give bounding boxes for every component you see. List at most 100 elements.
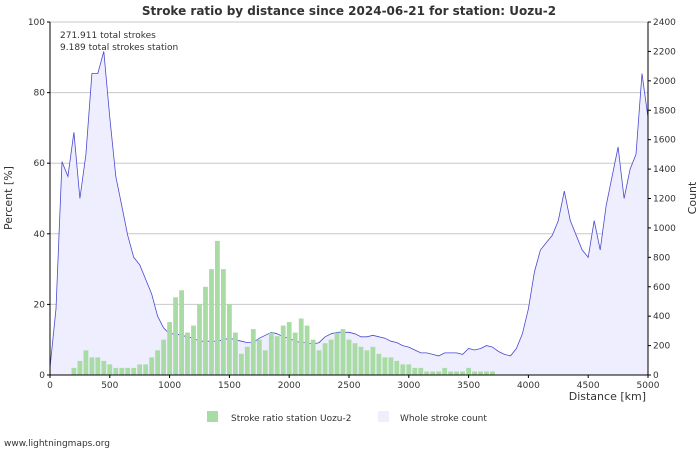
y-right-tick-label-400: 400 — [653, 312, 670, 322]
ratio-bar-3150 — [424, 371, 430, 375]
tick-labels: 0 500 1000 1500 2000 2500 3000 3500 4000 4500 5000… — [28, 18, 676, 391]
x-tick-label-500: 500 — [101, 381, 118, 391]
whole-stroke-count-area — [50, 51, 648, 376]
ratio-bar-550 — [113, 367, 119, 375]
y-right-tick-label-200: 200 — [653, 342, 670, 352]
x-axis-label: Distance [km] — [569, 390, 646, 403]
ratio-bar-600 — [119, 367, 125, 375]
x-tick-label-2500: 2500 — [338, 381, 361, 391]
y-right-tick-label-1200: 1200 — [653, 195, 676, 205]
x-tick-label-4500: 4500 — [577, 381, 600, 391]
ratio-bar-2800 — [382, 357, 388, 375]
ratio-bar-1900 — [274, 336, 280, 375]
legend-swatch-whole-count — [378, 411, 389, 422]
x-tick-label-1500: 1500 — [218, 381, 241, 391]
x-tick-label-3500: 3500 — [457, 381, 480, 391]
x-tick-label-1000: 1000 — [158, 381, 181, 391]
ratio-bar-3250 — [436, 371, 442, 375]
y-right-tick-label-0: 0 — [653, 371, 659, 381]
stroke-ratio-series — [71, 240, 495, 376]
ratio-bar-850 — [149, 357, 155, 375]
ratio-bar-2050 — [292, 332, 298, 375]
ratio-bar-1550 — [233, 332, 238, 375]
y-left-tick-label-40: 40 — [34, 230, 46, 240]
whole-stroke-count-series — [49, 51, 649, 376]
ratio-bar-3300 — [442, 367, 448, 375]
y-right-tick-label-600: 600 — [653, 283, 670, 293]
ratio-bar-3100 — [418, 367, 424, 375]
ratio-bar-1350 — [209, 269, 214, 375]
y-right-tick-label-1600: 1600 — [653, 136, 676, 146]
ratio-bar-2450 — [340, 329, 346, 375]
ratio-bar-3350 — [448, 371, 454, 375]
ratio-bar-2900 — [394, 360, 400, 375]
ratio-bar-450 — [101, 360, 107, 375]
ratio-bar-3400 — [454, 371, 459, 375]
x-tick-label-5000: 5000 — [637, 381, 660, 391]
y-right-tick-label-800: 800 — [653, 253, 670, 263]
ratio-bar-2850 — [388, 357, 394, 375]
ratio-bar-1700 — [250, 329, 256, 375]
ratio-bar-2250 — [316, 350, 322, 375]
ratio-bar-2200 — [310, 339, 316, 375]
ratio-bar-3650 — [484, 371, 489, 375]
ratio-bar-1500 — [227, 304, 232, 375]
ratio-bar-1250 — [197, 304, 202, 375]
ratio-bar-2750 — [376, 353, 382, 375]
ratio-bar-1050 — [173, 297, 178, 375]
y-right-tick-label-1800: 1800 — [653, 106, 676, 116]
ratio-bar-1000 — [167, 322, 172, 375]
ratio-bar-1150 — [185, 332, 190, 375]
ratio-bar-1450 — [221, 269, 226, 375]
legend-label-whole-count: Whole stroke count — [400, 414, 487, 424]
ratio-bar-2550 — [352, 343, 358, 375]
footer-credit: www.lightningmaps.org — [4, 439, 110, 449]
ratio-bar-950 — [161, 339, 166, 375]
whole-stroke-count-line — [49, 51, 649, 368]
ratio-bar-3450 — [460, 371, 465, 375]
y-left-tick-label-20: 20 — [34, 300, 46, 310]
ratio-bar-2950 — [400, 364, 406, 375]
y-axis-right-label: Count — [686, 181, 699, 214]
ratio-bar-3050 — [412, 367, 418, 375]
ratio-bar-3550 — [472, 371, 477, 375]
ratio-bar-1750 — [256, 339, 262, 375]
y-left-tick-label-100: 100 — [28, 18, 45, 28]
ratio-bar-3200 — [430, 371, 436, 375]
ratio-bar-2400 — [334, 332, 340, 375]
ratio-bar-1650 — [244, 346, 250, 375]
chart-title: Stroke ratio by distance since 2024-06-2… — [142, 4, 556, 18]
annotation-station-strokes: 9.189 total strokes station — [60, 43, 178, 53]
y-left-tick-label-80: 80 — [34, 89, 46, 99]
ratio-bar-700 — [131, 367, 137, 375]
legend-label-stroke-ratio: Stroke ratio station Uozu-2 — [231, 414, 351, 424]
ratio-bar-1850 — [268, 332, 274, 375]
x-tick-label-4000: 4000 — [517, 381, 540, 391]
ratio-bar-3600 — [478, 371, 483, 375]
legend-swatch-stroke-ratio — [207, 411, 218, 422]
ratio-bar-2700 — [370, 346, 376, 375]
y-right-tick-label-1400: 1400 — [653, 165, 676, 175]
ratio-bar-250 — [77, 360, 83, 375]
ratio-bar-1200 — [191, 325, 196, 375]
ratio-bar-1400 — [215, 240, 220, 375]
ratio-bar-650 — [125, 367, 131, 375]
y-left-tick-label-0: 0 — [39, 371, 45, 381]
ratio-bar-750 — [137, 364, 143, 375]
ratio-bar-3700 — [490, 371, 495, 375]
ratio-bar-500 — [107, 364, 113, 375]
y-left-tick-label-60: 60 — [34, 159, 46, 169]
x-tick-label-0: 0 — [47, 381, 53, 391]
ratio-bar-400 — [95, 357, 101, 375]
y-right-tick-label-1000: 1000 — [653, 224, 676, 234]
ratio-bar-2100 — [298, 318, 304, 375]
axes — [47, 21, 651, 378]
ratio-bar-900 — [155, 350, 160, 375]
y-axis-left-label: Percent [%] — [2, 166, 15, 230]
ratio-bar-2350 — [328, 339, 334, 375]
y-right-tick-label-2000: 2000 — [653, 77, 676, 87]
legend: Stroke ratio station Uozu-2 Whole stroke… — [207, 411, 487, 424]
ratio-bar-1300 — [203, 286, 208, 376]
ratio-bar-2000 — [286, 322, 292, 375]
ratio-bar-800 — [143, 364, 149, 375]
